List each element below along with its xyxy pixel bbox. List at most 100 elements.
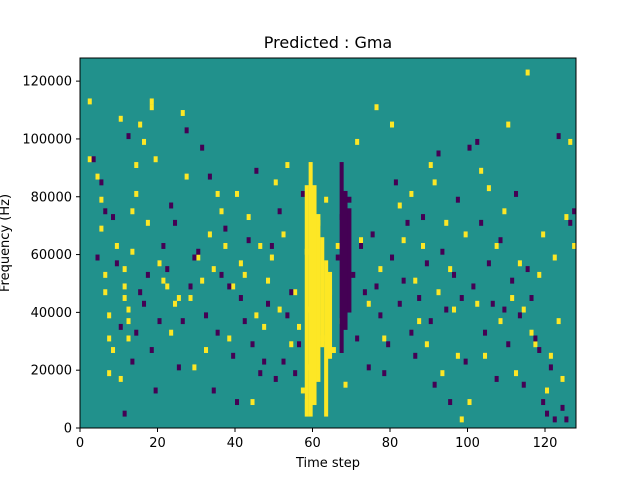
x-tick-label: 60: [304, 436, 321, 451]
heatmap-cell-low: [417, 295, 422, 301]
heatmap-cell-low: [413, 352, 418, 359]
heatmap-cell-high: [548, 352, 553, 359]
heatmap-cell-high: [552, 254, 557, 261]
heatmap-cell-low: [161, 243, 166, 249]
heatmap-cell-high: [556, 318, 561, 325]
heatmap-cell-high: [479, 167, 484, 174]
heatmap-band-low: [339, 162, 344, 353]
heatmap-cell-high: [231, 283, 236, 290]
x-tick-label: 120: [533, 436, 558, 451]
plot-frame: [79, 57, 577, 429]
heatmap-cell-high: [421, 243, 426, 249]
heatmap-cell-low: [510, 277, 515, 284]
heatmap-cell-low: [335, 254, 340, 261]
heatmap-cell-high: [498, 318, 503, 325]
chart-title: Predicted : Gma: [264, 33, 392, 52]
y-tick-label: 0: [64, 422, 72, 437]
heatmap-cell-low: [176, 364, 181, 371]
heatmap-band-low: [343, 190, 348, 330]
heatmap-cell-low: [122, 410, 127, 417]
heatmap-cell-high: [467, 399, 472, 406]
heatmap-cell-low: [130, 358, 135, 365]
heatmap-cell-high: [227, 335, 232, 342]
heatmap-cell-low: [250, 341, 255, 348]
heatmap-cell-low: [517, 312, 522, 319]
heatmap-cell-low: [153, 387, 158, 394]
heatmap-cell-low: [219, 271, 224, 278]
heatmap-cell-high: [343, 381, 348, 388]
heatmap-cell-high: [200, 277, 205, 284]
heatmap-cell-low: [440, 248, 445, 255]
heatmap-cell-low: [552, 416, 557, 423]
heatmap-cell-low: [560, 404, 565, 411]
heatmap-cell-high: [568, 138, 573, 145]
heatmap-cell-low: [378, 312, 383, 319]
heatmap-cell-low: [266, 300, 271, 307]
heatmap-cell-low: [483, 329, 488, 336]
heatmap-cell-high: [273, 179, 278, 186]
heatmap-cell-high: [176, 295, 181, 301]
heatmap-cell-low: [293, 370, 298, 377]
heatmap-cell-high: [463, 231, 468, 238]
heatmap-cell-high: [494, 243, 499, 249]
heatmap-cell-high: [246, 214, 251, 221]
heatmap-cell-low: [424, 260, 429, 267]
y-tick-label: 60000: [31, 248, 72, 263]
heatmap-cell-high: [510, 295, 515, 301]
heatmap-cell-low: [111, 214, 116, 221]
x-tick-label: 80: [382, 436, 399, 451]
heatmap-cell-low: [366, 364, 371, 371]
heatmap-cell-high: [335, 243, 340, 249]
heatmap-cell-low: [157, 318, 162, 325]
heatmap-cell-high: [324, 196, 329, 203]
heatmap-cell-low: [409, 329, 414, 336]
heatmap-cell-high: [126, 335, 131, 342]
heatmap-cell-high: [142, 138, 147, 145]
heatmap-cell-low: [227, 283, 232, 290]
heatmap-cell-low: [393, 179, 398, 186]
heatmap-band-high: [316, 214, 321, 382]
heatmap-cell-low: [525, 266, 530, 273]
y-tick-label: 120000: [22, 75, 72, 90]
heatmap-cell-high: [541, 231, 546, 238]
heatmap-cell-low: [448, 399, 453, 406]
heatmap-cell-high: [506, 121, 511, 128]
x-axis-label: Time step: [295, 456, 360, 471]
heatmap-cell-low: [537, 347, 542, 353]
heatmap-cell-high: [440, 370, 445, 377]
heatmap-cell-high: [436, 289, 441, 296]
heatmap-cell-high: [269, 254, 274, 261]
heatmap-cell-high: [145, 219, 150, 226]
heatmap-cell-high: [87, 156, 92, 163]
heatmap-band-high: [328, 271, 333, 359]
heatmap-cell-low: [145, 271, 150, 278]
heatmap-cell-high: [138, 121, 143, 128]
heatmap-cell-low: [479, 219, 484, 226]
heatmap-cell-low: [545, 410, 550, 417]
heatmap-cell-high: [215, 190, 220, 197]
y-tick-label: 80000: [31, 190, 72, 205]
heatmap-cell-high: [529, 329, 534, 336]
heatmap-cell-high: [300, 387, 305, 394]
heatmap-cell-low: [514, 190, 519, 197]
heatmap-cell-low: [564, 416, 569, 423]
heatmap-cell-low: [134, 329, 139, 336]
heatmap-cell-high: [161, 277, 166, 284]
heatmap-cell-high: [359, 237, 364, 244]
heatmap-cell-high: [459, 416, 464, 423]
heatmap-cell-high: [289, 341, 294, 348]
x-axis: 0 20 40 60 80 100 120: [76, 428, 558, 451]
heatmap-cell-low: [235, 399, 240, 406]
heatmap-cell-high: [103, 289, 108, 296]
heatmap-cell-low: [471, 283, 476, 290]
heatmap-cell-high: [483, 352, 488, 359]
heatmap-cell-high: [444, 219, 449, 226]
heatmap-cell-high: [223, 243, 228, 249]
heatmap-cell-high: [502, 208, 507, 215]
heatmap-cell-low: [138, 289, 143, 296]
heatmap-cell-high: [428, 162, 433, 168]
heatmap-cell-high: [192, 364, 197, 371]
heatmap-cell-high: [207, 231, 212, 238]
heatmap-cell-high: [196, 254, 201, 261]
